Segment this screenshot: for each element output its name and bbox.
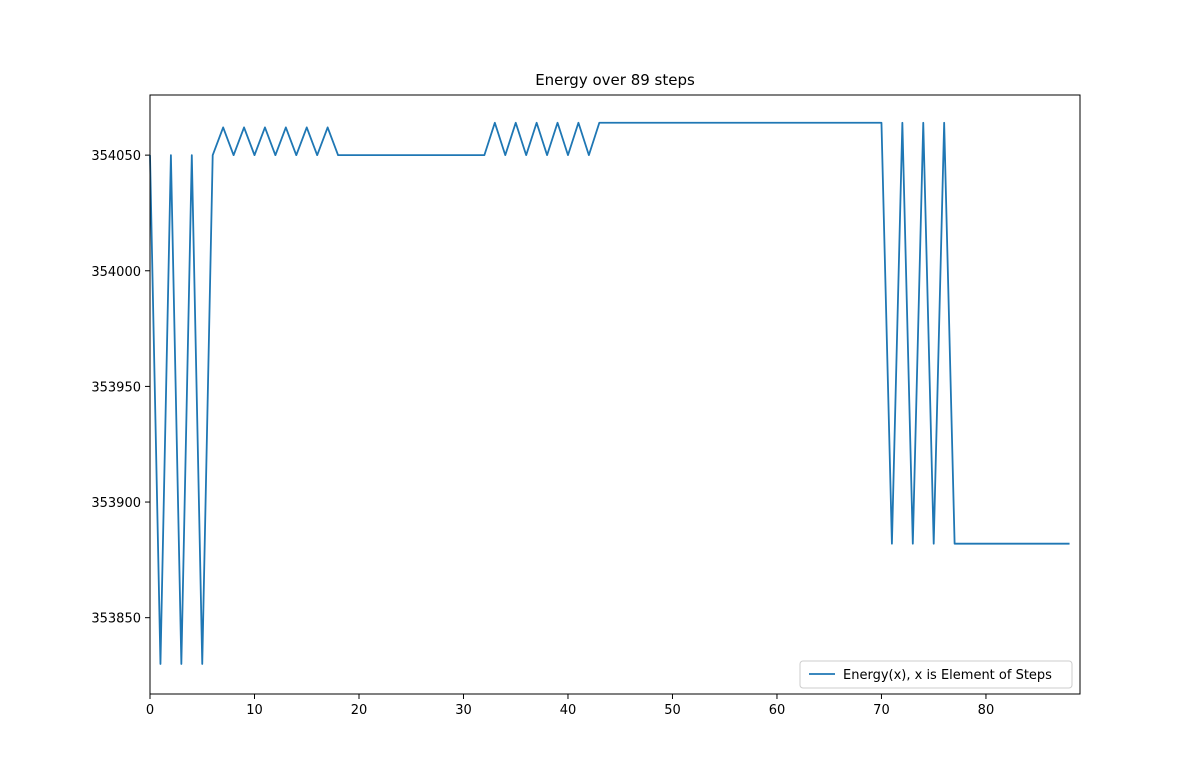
x-tick-label: 40 [560,703,577,718]
legend-label: Energy(x), x is Element of Steps [843,668,1052,683]
chart-title: Energy over 89 steps [535,71,695,89]
legend: Energy(x), x is Element of Steps [799,660,1073,689]
x-tick-label: 30 [455,703,472,718]
x-tick-label: 50 [664,703,681,718]
y-tick-label: 354000 [91,265,141,280]
x-tick-label: 0 [146,703,154,718]
x-tick-label: 60 [769,703,786,718]
x-tick-label: 70 [873,703,890,718]
series-line-energy [149,121,1070,665]
plot-frame [149,94,1081,695]
legend-box [799,660,1073,689]
y-tick-label: 354050 [91,149,141,164]
axis-ticks: 0 10 20 30 40 50 60 70 80 353850 353900 353950 35400… [91,149,994,718]
x-tick-label: 20 [351,703,368,718]
y-tick-label: 353950 [91,380,141,395]
plot-area [150,95,1080,694]
x-tick-label: 10 [246,703,263,718]
y-tick-label: 353900 [91,496,141,511]
x-tick-label: 80 [978,703,995,718]
y-tick-label: 353850 [91,612,141,627]
